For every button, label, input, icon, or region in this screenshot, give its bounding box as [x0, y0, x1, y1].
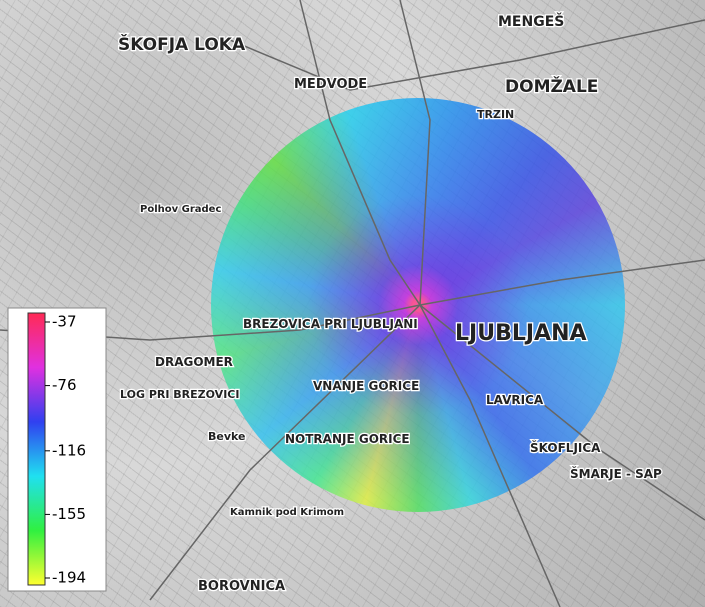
- map-label: BREZOVICA PRI LJUBLJANI: [243, 317, 418, 331]
- legend-box: [7, 307, 107, 592]
- tick-label: -37: [52, 313, 77, 331]
- map-label: Kamnik pod Krimom: [230, 507, 344, 518]
- map-label: Bevke: [208, 430, 246, 443]
- map-label: VNANJE GORICE: [313, 379, 419, 393]
- map-label: ŠMARJE - SAP: [570, 466, 662, 481]
- map-label: ŠKOFJA LOKA: [118, 33, 246, 55]
- map-label: BOROVNICA: [198, 579, 285, 594]
- map-label: LAVRICA: [486, 393, 544, 407]
- tick-label: -194: [52, 569, 86, 587]
- map-label: NOTRANJE GORICE: [285, 432, 410, 446]
- map-label: LJUBLJANA: [455, 321, 587, 346]
- map-label: LOG PRI BREZOVICI: [120, 388, 239, 401]
- tick-label: -76: [52, 376, 77, 394]
- tick-label: -116: [52, 441, 86, 459]
- map-label: ŠKOFLJICA: [530, 440, 601, 455]
- map-label: Polhov Gradec: [140, 204, 221, 215]
- map-label: DRAGOMER: [155, 355, 233, 369]
- legend: -37 -76 -116 -155 -194: [7, 307, 107, 592]
- map-label: DOMŽALE: [505, 75, 598, 97]
- colorbar: [27, 312, 46, 586]
- tick-label: -155: [52, 505, 86, 523]
- map-label: TRZIN: [477, 108, 514, 121]
- map-label: MENGEŠ: [498, 12, 564, 30]
- map-label: MEDVODE: [294, 77, 367, 92]
